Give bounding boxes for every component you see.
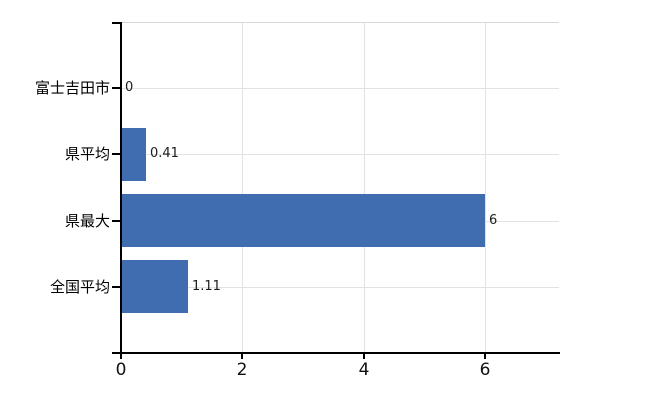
x-gridline [242, 23, 243, 353]
category-label: 富士吉田市 [34, 79, 110, 97]
y-gridline [122, 154, 559, 155]
y-axis [120, 22, 122, 353]
y-axis-tick [112, 153, 120, 155]
y-gridline [122, 88, 559, 89]
y-axis-tick [112, 87, 120, 89]
y-gridline [122, 287, 559, 288]
x-axis-tick [120, 354, 122, 359]
plot-top-border [121, 22, 559, 23]
x-axis-tick [484, 354, 486, 359]
bar-2 [122, 194, 485, 247]
y-axis-tick [112, 220, 120, 222]
value-label: 0.41 [150, 146, 179, 161]
value-label: 0 [125, 80, 134, 95]
x-tick-label: 0 [115, 360, 127, 380]
x-tick-label: 2 [236, 360, 248, 380]
x-gridline [364, 23, 365, 353]
x-tick-label: 4 [358, 360, 370, 380]
value-label: 1.11 [192, 279, 221, 294]
bar-3 [122, 260, 188, 313]
category-label: 県最大 [64, 212, 110, 230]
x-axis-tick [241, 354, 243, 359]
category-label: 全国平均 [49, 278, 110, 296]
bar-1 [122, 128, 146, 181]
x-tick-label: 6 [479, 360, 491, 380]
category-label: 県平均 [64, 145, 110, 163]
y-axis-tick [112, 22, 120, 24]
x-gridline [485, 23, 486, 353]
value-label: 6 [489, 213, 498, 228]
y-axis-tick [112, 286, 120, 288]
x-axis-tick [363, 354, 365, 359]
x-axis [112, 352, 560, 354]
